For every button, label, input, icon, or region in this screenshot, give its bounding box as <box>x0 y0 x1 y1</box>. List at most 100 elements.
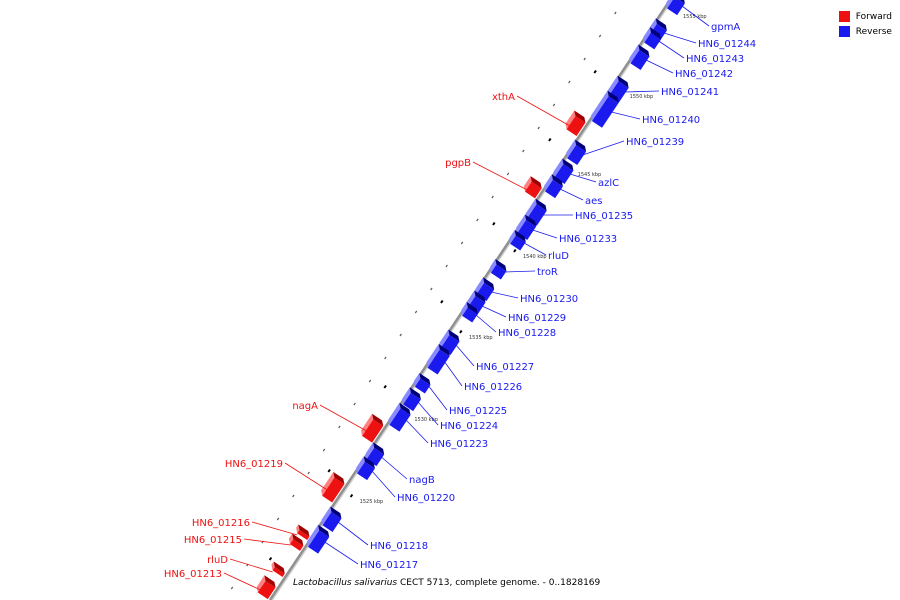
gene-label[interactable]: HN6_01244 <box>698 39 756 50</box>
gene-leader <box>624 90 660 93</box>
grid-dot <box>307 471 310 475</box>
gene-label[interactable]: HN6_01233 <box>559 234 617 245</box>
gene-feature[interactable] <box>589 90 621 128</box>
gene-leader <box>405 419 429 444</box>
grid-dot <box>460 241 464 245</box>
gene-feature[interactable] <box>412 372 433 394</box>
gene-leader <box>223 572 261 591</box>
gene-leader <box>319 404 367 432</box>
gene-label[interactable]: HN6_01223 <box>430 439 488 450</box>
feature-dash <box>440 299 444 304</box>
gene-label[interactable]: azlC <box>598 178 619 189</box>
grid-dot <box>583 57 586 61</box>
gene-label[interactable]: HN6_01242 <box>675 69 733 80</box>
gene-label[interactable]: HN6_01235 <box>575 211 633 222</box>
grid-dot <box>491 195 494 199</box>
gene-label[interactable]: HN6_01230 <box>520 294 578 305</box>
gene-feature[interactable] <box>551 158 575 184</box>
gene-label[interactable]: aes <box>585 196 603 207</box>
gene-label[interactable]: HN6_01239 <box>626 137 684 148</box>
gene-feature[interactable] <box>254 575 277 600</box>
gene-feature[interactable] <box>359 413 386 443</box>
gene-label[interactable]: HN6_01225 <box>449 406 507 417</box>
gene-label[interactable]: rluD <box>548 251 569 262</box>
feature-dash <box>268 556 273 561</box>
gene-label[interactable]: HN6_01216 <box>192 518 250 529</box>
grid-dot <box>598 34 602 38</box>
gene-feature[interactable] <box>507 229 528 251</box>
gene-label[interactable]: HN6_01226 <box>464 382 522 393</box>
scale-tick <box>349 493 354 498</box>
caption-organism: Lactobacillus salivarius <box>293 578 398 588</box>
grid-dot <box>230 586 234 590</box>
gene-label[interactable]: HN6_01224 <box>440 421 498 432</box>
grid-dot <box>614 11 617 15</box>
gene-feature[interactable] <box>627 44 651 70</box>
gene-feature[interactable] <box>542 174 565 199</box>
gene-label[interactable]: HN6_01229 <box>508 313 566 324</box>
gene-feature[interactable] <box>564 139 588 165</box>
scale-label: 1530 kbp <box>414 417 438 423</box>
gene-leader <box>658 40 685 59</box>
legend: Forward Reverse <box>838 9 892 39</box>
gene-label[interactable]: HN6_01218 <box>370 541 428 552</box>
gene-leader <box>337 521 369 546</box>
gene-label[interactable]: troR <box>537 267 558 278</box>
gene-label[interactable]: nagA <box>292 401 318 412</box>
gene-label[interactable]: HN6_01240 <box>642 115 700 126</box>
gene-feature[interactable] <box>294 524 312 540</box>
scale-label: 1550 kbp <box>630 94 654 100</box>
legend-reverse[interactable]: Reverse <box>838 24 892 39</box>
grid-dot <box>476 218 479 222</box>
feature-dash <box>593 69 597 74</box>
gene-feature[interactable] <box>522 176 544 199</box>
gene-feature[interactable] <box>287 533 306 551</box>
gene-leader <box>645 59 674 74</box>
gene-feature[interactable] <box>641 27 663 50</box>
feature-dash <box>383 384 387 389</box>
gene-label[interactable]: HN6_01243 <box>686 54 744 65</box>
gene-feature[interactable] <box>386 402 413 432</box>
feature-dash <box>492 221 496 226</box>
scale-label: 1535 kbp <box>469 335 493 341</box>
gene-feature[interactable] <box>400 387 423 412</box>
gene-label[interactable]: HN6_01241 <box>661 87 719 98</box>
gene-label[interactable]: xthA <box>492 92 515 103</box>
reverse-swatch <box>838 26 850 37</box>
gene-leader <box>472 161 528 191</box>
gene-label[interactable]: HN6_01213 <box>164 569 222 580</box>
gene-feature[interactable] <box>269 561 287 577</box>
gene-leader <box>611 111 641 120</box>
grid-dot <box>537 126 540 130</box>
gene-feature[interactable] <box>424 343 452 375</box>
gene-feature[interactable] <box>459 301 480 323</box>
gene-label[interactable]: HN6_01227 <box>476 362 534 373</box>
legend-reverse-label: Reverse <box>855 26 892 37</box>
scale-label: 1540 kbp <box>523 254 547 260</box>
gene-label[interactable]: HN6_01217 <box>360 560 418 571</box>
gene-feature[interactable] <box>305 524 332 554</box>
gene-leader <box>475 314 497 333</box>
caption-strain: CECT 5713 <box>399 578 450 588</box>
gene-feature[interactable] <box>488 258 509 280</box>
gene-label[interactable]: rluD <box>207 555 228 566</box>
gene-leader <box>428 385 448 411</box>
gene-leader <box>284 462 328 491</box>
legend-forward[interactable]: Forward <box>838 9 892 24</box>
gene-feature[interactable] <box>319 506 343 532</box>
gene-label[interactable]: HN6_01220 <box>397 493 455 504</box>
gene-feature[interactable] <box>319 471 347 503</box>
grid-dot <box>384 356 387 360</box>
gene-label[interactable]: HN6_01215 <box>184 535 242 546</box>
gene-label[interactable]: gpmA <box>711 22 740 33</box>
gene-label[interactable]: HN6_01219 <box>225 459 283 470</box>
gene-label[interactable]: nagB <box>409 475 435 486</box>
gene-feature[interactable] <box>354 456 377 481</box>
gene-leader <box>243 538 291 546</box>
gene-leader <box>229 558 273 573</box>
scale-label: 1555 kbp <box>683 14 707 20</box>
scale-label: 1525 kbp <box>360 499 384 505</box>
gene-label[interactable]: HN6_01228 <box>498 328 556 339</box>
gene-label[interactable]: pgpB <box>445 158 471 169</box>
gene-feature[interactable] <box>664 0 687 16</box>
